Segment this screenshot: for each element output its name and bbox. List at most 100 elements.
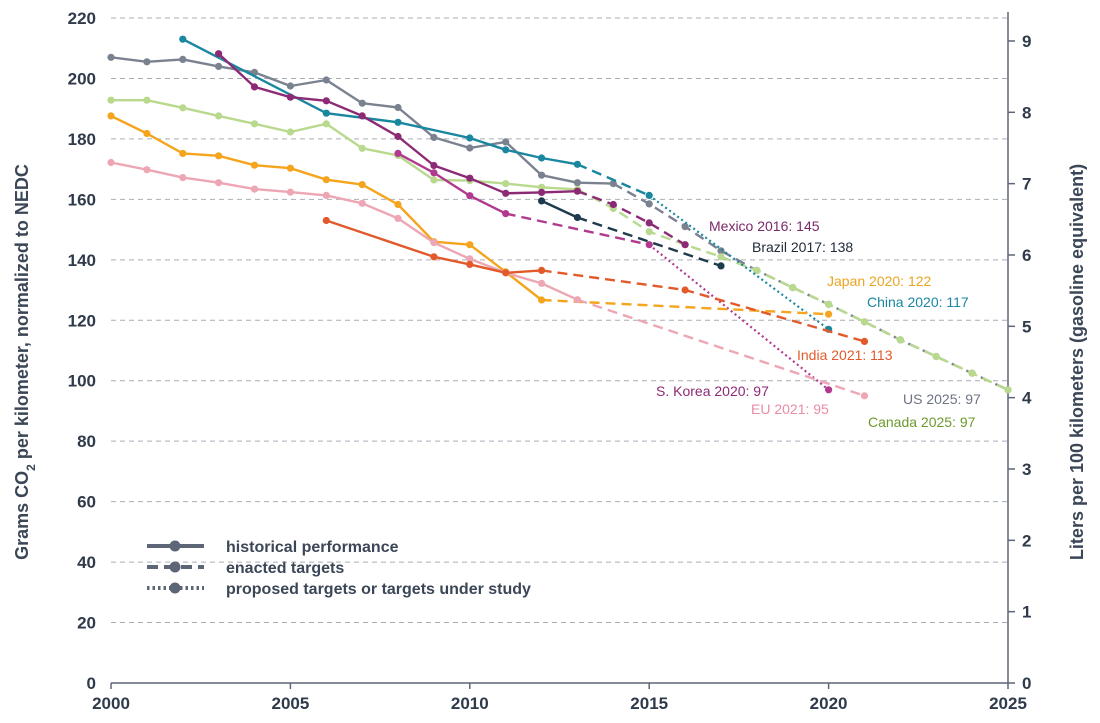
data-point xyxy=(394,149,402,157)
series-line-japan-historical xyxy=(110,114,543,301)
x-tick-label: 2015 xyxy=(630,694,668,713)
data-point xyxy=(502,180,510,188)
y-tick-left: 80 xyxy=(77,432,96,451)
y-tick-left: 60 xyxy=(77,493,96,512)
data-point xyxy=(430,239,438,247)
data-point xyxy=(932,352,940,361)
data-point xyxy=(502,189,510,197)
data-point xyxy=(538,296,546,304)
data-point xyxy=(466,144,474,152)
series-line-mexico-enacted xyxy=(576,190,686,246)
data-point xyxy=(179,149,187,157)
series-label-mexico: Mexico 2016: 145 xyxy=(709,218,820,234)
data-point xyxy=(466,255,474,263)
y-tick-right: 4 xyxy=(1022,389,1032,408)
data-point xyxy=(394,103,402,112)
data-point xyxy=(681,286,689,294)
legend-proposed-label: proposed targets or targets under study xyxy=(226,581,531,598)
data-point xyxy=(215,112,223,120)
series-labels: US 2025: 97 Canada 2025: 97 China 2020: 11… xyxy=(656,218,981,430)
data-point xyxy=(645,241,653,249)
series-label-canada: Canada 2025: 97 xyxy=(868,414,976,430)
legend-solid-marker xyxy=(169,540,181,552)
x-tick-label: 2020 xyxy=(810,694,848,713)
data-point xyxy=(179,174,187,182)
y-axis-left-label-sub: 2 xyxy=(24,464,38,471)
data-point xyxy=(860,337,869,345)
data-point xyxy=(215,62,223,70)
x-tick-label: 2025 xyxy=(989,694,1027,713)
series-line-canada-historical xyxy=(111,99,578,191)
data-point xyxy=(538,171,546,179)
data-point xyxy=(896,336,905,344)
data-point xyxy=(286,93,294,101)
data-point xyxy=(825,300,833,308)
data-point xyxy=(250,185,259,193)
data-point xyxy=(573,296,582,304)
y-tick-right: 9 xyxy=(1022,32,1031,51)
data-point xyxy=(179,55,187,64)
data-point xyxy=(538,183,546,191)
data-point xyxy=(645,200,653,208)
y-tick-right: 6 xyxy=(1022,246,1031,265)
data-point xyxy=(860,392,869,400)
data-point xyxy=(502,269,510,277)
data-point xyxy=(215,152,223,160)
data-point xyxy=(538,188,546,196)
series-line-us-historical xyxy=(110,56,614,185)
y-tick-right: 7 xyxy=(1022,175,1031,194)
series-line-s-korea-proposed xyxy=(648,243,830,391)
legend-historical-label: historical performance xyxy=(226,539,399,556)
series-label-china: China 2020: 117 xyxy=(867,294,969,310)
y-axis-right-label: Liters per 100 kilometers (gasoline equi… xyxy=(1067,164,1087,560)
y-tick-left: 20 xyxy=(77,614,96,633)
y-tick-left: 100 xyxy=(68,372,96,391)
data-point xyxy=(430,133,438,141)
data-point xyxy=(358,199,366,207)
data-point xyxy=(358,112,366,120)
data-point xyxy=(609,200,617,209)
series-line-india-historical xyxy=(325,219,542,274)
data-point xyxy=(143,96,151,104)
data-point xyxy=(107,96,115,104)
data-point xyxy=(717,253,725,261)
data-point xyxy=(430,161,438,170)
series-label-india: India 2021: 113 xyxy=(797,347,893,363)
data-point xyxy=(250,161,259,169)
data-point xyxy=(322,109,330,117)
data-point xyxy=(466,241,474,249)
data-point xyxy=(179,104,187,112)
data-point xyxy=(286,82,294,90)
legend: historical performance enacted targets p… xyxy=(147,539,531,598)
y-tick-right: 3 xyxy=(1022,460,1031,479)
data-point xyxy=(322,191,330,199)
series-line-china-enacted xyxy=(576,163,650,197)
axes: 0 20 40 60 80 100 120 140 160 180 200 220 0 1 2 3 4 5 6 7 8 9… xyxy=(68,9,1032,713)
data-point xyxy=(789,284,797,292)
x-tick-label: 2000 xyxy=(92,694,130,713)
y-tick-right: 5 xyxy=(1022,317,1031,336)
data-point xyxy=(107,112,115,120)
legend-dashed-marker xyxy=(169,561,181,573)
series-line-india-enacted xyxy=(541,269,865,343)
data-point xyxy=(502,138,510,146)
data-point xyxy=(394,132,402,141)
data-point xyxy=(430,176,438,184)
series-label-s-korea: S. Korea 2020: 97 xyxy=(656,383,769,399)
y-tick-right: 2 xyxy=(1022,531,1031,550)
series-line-s-korea-enacted xyxy=(505,212,650,246)
series-line-eu-enacted xyxy=(577,298,865,397)
series-label-eu: EU 2021: 95 xyxy=(751,401,829,417)
series-line-china-historical xyxy=(182,38,578,166)
y-axis-left-label: Grams CO2 per kilometer, normalized to N… xyxy=(12,164,38,560)
data-point xyxy=(860,318,869,326)
x-tick-label: 2010 xyxy=(451,694,489,713)
data-point xyxy=(466,192,474,200)
data-point xyxy=(143,58,151,66)
data-point xyxy=(322,97,330,105)
series-label-japan: Japan 2020: 122 xyxy=(827,273,932,289)
legend-dotted-marker xyxy=(169,582,181,594)
data-point xyxy=(322,120,330,128)
y-axis-left-label-pre: Grams CO xyxy=(12,471,32,560)
series-line-brazil-historical xyxy=(541,199,578,219)
